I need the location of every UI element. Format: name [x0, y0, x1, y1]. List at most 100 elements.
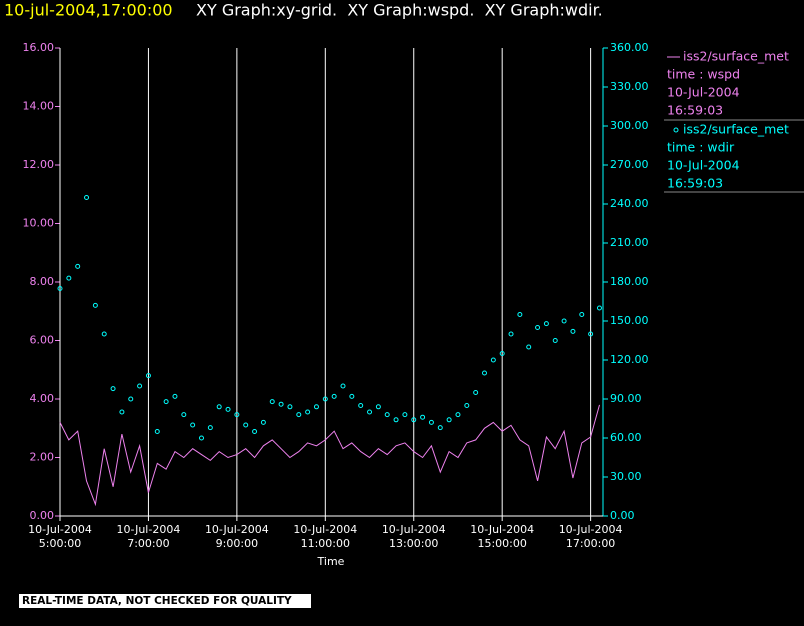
wdir-point [101, 331, 107, 337]
wdir-point [287, 404, 293, 410]
wdir-point [384, 412, 390, 418]
y2-tick-label: 0.00 [610, 509, 635, 522]
wdir-point [322, 396, 328, 402]
wdir-point [499, 351, 505, 356]
wdir-point [526, 344, 532, 350]
wdir-point [110, 386, 116, 392]
wdir-point [163, 399, 169, 405]
wdir-point [437, 425, 443, 431]
chart-title: XY Graph:xy-grid. XY Graph:wspd. XY Grap… [196, 1, 603, 20]
y-tick-label: 6.00 [30, 334, 55, 347]
wdir-point [375, 404, 381, 410]
quality-note: REAL-TIME DATA, NOT CHECKED FOR QUALITY [22, 595, 292, 607]
wdir-point [358, 403, 364, 408]
wdir-point [66, 275, 72, 281]
wdir-point [411, 417, 417, 423]
wdir-point [207, 425, 213, 431]
wspd-line [59, 404, 600, 507]
x-axis-label: Time [317, 555, 345, 568]
wdir-point [243, 422, 249, 428]
wdir-point [57, 286, 63, 291]
wdir-point [181, 412, 187, 418]
legend-line: 10-Jul-2004 [667, 85, 740, 100]
wdir-point [198, 435, 204, 441]
y2-tick-label: 210.00 [610, 236, 649, 249]
legend-line: 16:59:03 [667, 103, 723, 118]
wdir-point [552, 338, 558, 343]
wdir-point [234, 412, 240, 418]
x-tick-label: 10-Jul-2004 5:00:00 [28, 523, 92, 550]
y2-tick-label: 150.00 [610, 314, 649, 327]
wdir-point [154, 429, 160, 434]
wdir-point [402, 412, 408, 418]
x-tick-label: 10-Jul-2004 9:00:00 [204, 523, 269, 550]
x-tick-label: 10-Jul-2004 15:00:00 [470, 523, 535, 550]
legend-name: iss2/surface_met [683, 49, 789, 64]
wdir-point [331, 393, 337, 399]
y2-tick-label: 240.00 [610, 197, 649, 210]
y-tick-label: 4.00 [30, 392, 55, 405]
y2-tick-label: 270.00 [610, 158, 649, 171]
wdir-point [446, 417, 452, 423]
legend-line: time : wdir [667, 140, 735, 155]
y2-tick-label: 360.00 [610, 41, 649, 54]
wdir-point [260, 419, 266, 425]
wdir-point [349, 393, 355, 399]
legend-line: 10-Jul-2004 [667, 158, 740, 173]
y2-tick-label: 330.00 [610, 80, 649, 93]
x-tick-label: 10-Jul-2004 13:00:00 [381, 523, 446, 550]
wdir-point [561, 318, 567, 324]
wdir-point [340, 383, 346, 389]
legend-line: 16:59:03 [667, 176, 723, 191]
wdir-point [119, 409, 125, 415]
note-box [19, 594, 311, 608]
legend-name: iss2/surface_met [683, 122, 789, 137]
y-tick-label: 14.00 [23, 100, 55, 113]
wdir-point [128, 396, 134, 402]
wdir-point [225, 406, 231, 412]
wdir-point [313, 404, 319, 410]
wdir-point [216, 404, 222, 410]
wdir-point [137, 383, 143, 389]
wdir-point [517, 312, 523, 317]
y-tick-label: 0.00 [30, 509, 55, 522]
y2-tick-label: 30.00 [610, 470, 642, 483]
wdir-point [145, 373, 151, 379]
y-tick-label: 10.00 [23, 217, 55, 230]
legend-line: time : wspd [667, 67, 740, 82]
y2-tick-label: 300.00 [610, 119, 649, 132]
title-time: 10-jul-2004,17:00:00 [4, 1, 173, 20]
wdir-point [367, 409, 373, 415]
wdir-point [490, 357, 496, 363]
wdir-point [84, 195, 90, 200]
wdir-point [428, 419, 434, 425]
y2-tick-label: 180.00 [610, 275, 649, 288]
wdir-point [420, 414, 426, 420]
x-tick-label: 10-Jul-2004 11:00:00 [293, 523, 358, 550]
wdir-point [543, 321, 549, 327]
wdir-point [190, 422, 196, 428]
wdir-point [296, 412, 302, 418]
y2-tick-label: 90.00 [610, 392, 642, 405]
wdir-point [172, 393, 178, 399]
wdir-point [588, 331, 594, 337]
wdir-point [252, 429, 258, 434]
wdir-point [269, 399, 275, 405]
x-tick-label: 10-Jul-2004 17:00:00 [558, 523, 623, 550]
wdir-point [92, 302, 98, 308]
y-tick-label: 12.00 [23, 158, 55, 171]
wdir-point [393, 417, 399, 423]
wdir-point [596, 305, 602, 311]
y-tick-label: 16.00 [23, 41, 55, 54]
x-tick-label: 10-Jul-2004 7:00:00 [116, 523, 181, 550]
wdir-point [508, 331, 514, 337]
y-tick-label: 8.00 [30, 275, 55, 288]
y2-tick-label: 60.00 [610, 431, 642, 444]
wdir-point [278, 401, 284, 407]
wdir-point [464, 403, 470, 408]
wdir-point [535, 325, 541, 330]
y-tick-label: 2.00 [30, 451, 55, 464]
wdir-point [473, 390, 479, 395]
